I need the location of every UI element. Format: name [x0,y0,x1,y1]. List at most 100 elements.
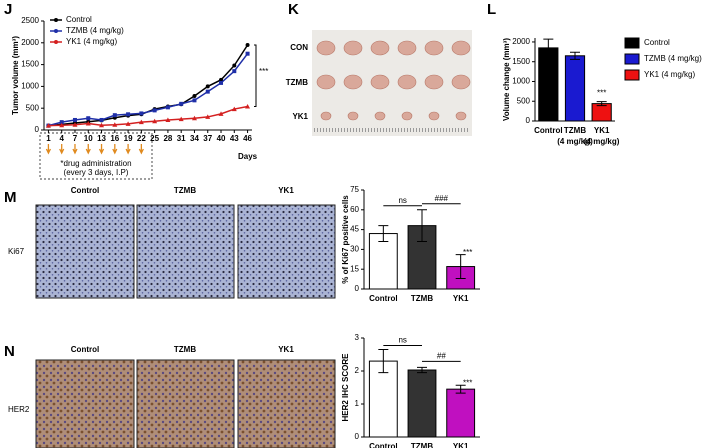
point [192,93,197,98]
tumor [316,40,336,56]
tumor [343,74,363,90]
legend-swatch [624,37,640,49]
point [99,117,104,122]
tumor [401,111,413,121]
point [126,112,131,117]
dose-arrow [98,144,105,155]
annotation: *** [259,67,268,76]
tumor-photo [312,30,472,136]
point [45,123,51,128]
point [138,119,144,125]
bar [564,55,586,122]
x-tick-label: TZMB (4 mg/kg) [557,126,593,146]
tumor [451,40,471,56]
point [231,106,237,112]
ihc-image [136,204,235,299]
y-tick-label: 1000 [512,77,530,86]
annotation: *drug administration [60,159,131,168]
point [112,113,117,118]
y-tick-label: 60 [350,205,359,214]
point [179,101,184,106]
tumor [428,111,440,121]
x-tick-label: 46 [243,134,252,143]
tumor [424,74,444,90]
point [205,84,210,89]
tumor [374,111,386,121]
x-tick-label: Control [369,294,397,303]
y-tick-label: 1500 [512,57,530,66]
annotation: *** [463,378,472,387]
annotation: ns [398,196,406,205]
legend-swatch [624,53,640,65]
point [165,117,171,122]
bar [591,103,612,122]
point [139,111,144,116]
y-tick-label: 1000 [21,82,39,91]
point [191,115,197,121]
tumor [370,40,390,56]
legend-label: TZMB (4 mg/kg) [66,26,124,35]
x-tick-label: 25 [150,134,159,143]
legend-label: TZMB (4 mg/kg) [644,54,702,63]
tumor [455,111,467,121]
bar [407,369,437,438]
x-tick-label: Control [369,442,397,448]
point [232,69,237,74]
bar [368,233,398,290]
x-axis-label: Days [238,152,258,161]
row-label: HER2 [8,405,30,414]
point [178,116,184,122]
error-bar [378,349,389,374]
y-tick-label: 15 [350,264,359,273]
column-header: YK1 [278,345,294,354]
tumor [347,111,359,121]
y-tick-label: 500 [26,103,40,112]
point [59,122,65,128]
y-tick-label: 2500 [21,16,39,25]
y-tick-label: 0 [526,116,531,125]
bar [538,47,559,122]
y-tick-label: 500 [517,96,531,105]
ihc-image [237,359,336,448]
y-tick-label: 2000 [512,37,530,46]
point [152,108,157,113]
y-tick-label: 0 [355,284,360,293]
dose-arrow [72,144,78,155]
error-bar [543,38,554,58]
y-axis-label: Volume change (mm³) [502,38,511,121]
point [59,120,64,125]
row-label: Ki67 [8,247,25,256]
y-tick-label: 75 [350,185,359,194]
y-tick-label: 0 [355,432,360,441]
annotation: (every 3 days, I.P) [64,168,129,177]
point [205,89,210,94]
annotation: *** [597,89,606,98]
x-tick-label: 13 [97,134,106,143]
series-line [48,105,248,127]
x-tick-label: YK1 [453,442,469,448]
column-header: YK1 [278,186,294,195]
point [165,105,170,110]
point [218,111,224,116]
dosing-box [39,132,153,180]
ihc-image [35,204,135,299]
y-axis-label: HER2 IHC SCORE [341,353,350,422]
y-tick-label: 3 [355,333,360,342]
point [219,77,224,82]
panel-label: L [487,1,496,18]
x-tick-label: 16 [110,134,119,143]
x-tick-label: 31 [177,134,186,143]
point [245,51,250,56]
legend-label: Control [644,38,670,47]
ihc-row: Control TZMB YK1 Ki67 [8,186,336,299]
y-tick-label: 0 [35,125,40,134]
column-header: Control [71,345,99,354]
row-label: TZMB [286,78,308,87]
legend-swatch [624,69,640,81]
point [112,122,118,127]
point [99,122,105,128]
panel-label: M [4,189,17,206]
annotation: ns [398,336,406,345]
x-tick-label: 40 [217,134,226,143]
